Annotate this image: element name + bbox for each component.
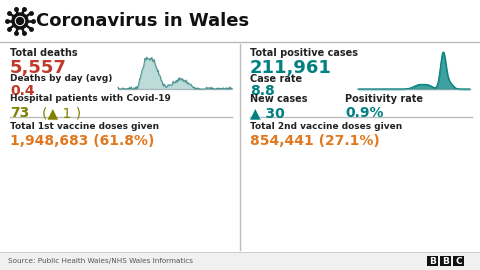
Circle shape	[15, 16, 24, 25]
Text: 1,948,683 (61.8%): 1,948,683 (61.8%)	[10, 134, 155, 148]
Text: Positivity rate: Positivity rate	[345, 94, 423, 104]
FancyBboxPatch shape	[440, 256, 451, 266]
Text: 73: 73	[10, 106, 29, 120]
Text: Total deaths: Total deaths	[10, 48, 78, 58]
Text: B: B	[442, 256, 449, 265]
Text: Total 2nd vaccine doses given: Total 2nd vaccine doses given	[250, 122, 402, 131]
Text: Total 1st vaccine doses given: Total 1st vaccine doses given	[10, 122, 159, 131]
FancyBboxPatch shape	[427, 256, 438, 266]
Text: Deaths by day (avg): Deaths by day (avg)	[10, 74, 112, 83]
Text: New cases: New cases	[250, 94, 308, 104]
Bar	[0, 252, 480, 270]
Text: (▲ 1 ): (▲ 1 )	[42, 106, 81, 120]
Text: Source: Public Health Wales/NHS Wales Informatics: Source: Public Health Wales/NHS Wales In…	[8, 258, 193, 264]
Text: 0.9%: 0.9%	[345, 106, 384, 120]
Text: 0.4: 0.4	[10, 84, 35, 98]
Text: B: B	[429, 256, 436, 265]
Text: 8.8: 8.8	[250, 84, 275, 98]
Text: 5,557: 5,557	[10, 59, 67, 77]
Text: Coronavirus in Wales: Coronavirus in Wales	[36, 12, 249, 30]
Bar	[0, 0, 480, 42]
Circle shape	[12, 13, 28, 29]
Text: 854,441 (27.1%): 854,441 (27.1%)	[250, 134, 380, 148]
Text: Total positive cases: Total positive cases	[250, 48, 358, 58]
Circle shape	[16, 18, 24, 25]
Text: C: C	[455, 256, 462, 265]
Text: Hospital patients with Covid-19: Hospital patients with Covid-19	[10, 94, 171, 103]
Text: 211,961: 211,961	[250, 59, 332, 77]
Text: ▲ 30: ▲ 30	[250, 106, 285, 120]
Text: Case rate: Case rate	[250, 74, 302, 84]
Bar	[0, 42, 480, 252]
FancyBboxPatch shape	[453, 256, 464, 266]
